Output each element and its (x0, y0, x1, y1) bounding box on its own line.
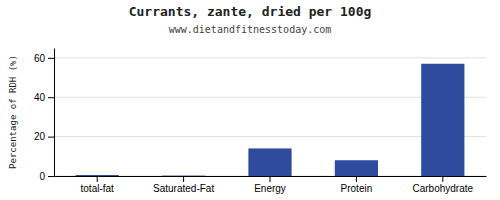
x-axis: total-fat Saturated-Fat Energy Protein Carbo… (55, 176, 487, 194)
chart-svg: Currants, zante, dried per 100g www.dieta… (0, 0, 500, 200)
x-tick-label: Carbohydrate (413, 183, 474, 194)
x-tick-mark (442, 176, 443, 182)
x-tick-label: total-fat (81, 183, 115, 194)
bars (76, 64, 465, 176)
x-tick-mark (356, 176, 357, 182)
y-tick: 60 (34, 53, 54, 64)
title: Currants, zante, dried per 100g (129, 4, 372, 19)
bar (162, 175, 205, 176)
y-axis-line (54, 49, 55, 177)
grid (54, 58, 486, 176)
x-tick: Saturated-Fat (153, 176, 214, 194)
x-tick-mark (183, 176, 184, 182)
y-tick: 20 (34, 131, 54, 142)
y-tick: 0 (39, 171, 54, 182)
bar (76, 175, 119, 176)
x-tick-mark (270, 176, 271, 182)
bar (421, 64, 464, 176)
bar (335, 160, 378, 176)
subtitle: www.dietandfitnesstoday.com (169, 24, 332, 35)
y-tick-mark (48, 58, 54, 59)
y-tick: 40 (34, 92, 54, 103)
y-tick-label: 40 (34, 92, 46, 103)
x-tick-mark (97, 176, 98, 182)
y-tick-mark (48, 176, 54, 177)
grid-line (54, 57, 486, 58)
x-tick: Protein (341, 176, 373, 194)
y-tick-mark (48, 137, 54, 138)
y-axis-title: Percentage of RDH (%) (8, 55, 18, 169)
x-tick-label: Saturated-Fat (153, 183, 214, 194)
x-tick: Energy (254, 176, 286, 194)
x-tick-label: Energy (254, 183, 286, 194)
plot-area: 0 20 40 60 total-fat Saturated-Fat Energy Prote… (8, 49, 487, 195)
x-tick: total-fat (81, 176, 115, 194)
y-tick-label: 60 (34, 53, 46, 64)
x-tick: Carbohydrate (413, 176, 474, 194)
x-tick-label: Protein (341, 183, 373, 194)
y-axis: 0 20 40 60 (34, 49, 55, 182)
bar (248, 148, 291, 176)
y-tick-label: 20 (34, 131, 46, 142)
chart-container: Currants, zante, dried per 100g www.dieta… (0, 0, 500, 200)
y-tick-label: 0 (39, 171, 45, 182)
y-tick-mark (48, 97, 54, 98)
